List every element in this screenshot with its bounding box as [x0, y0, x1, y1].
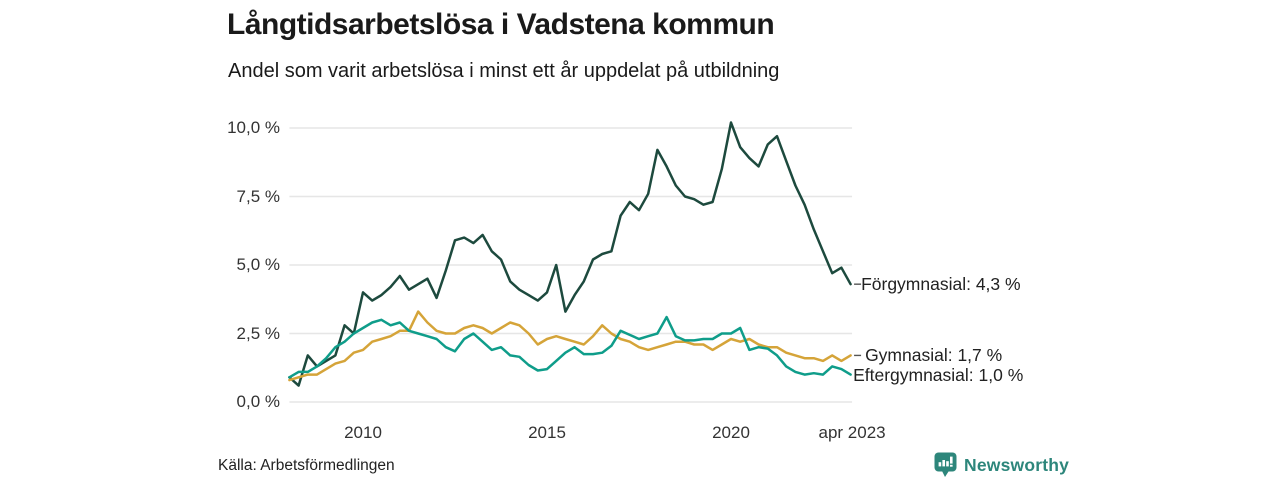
series-label-gymnasial: Gymnasial: 1,7 % [865, 345, 1003, 366]
x-axis-tick-label: 2015 [528, 423, 566, 442]
newsworthy-brand: Newsworthy [934, 452, 1069, 478]
x-axis-tick-label: apr 2023 [818, 423, 886, 442]
series-line-förgymnasial [288, 121, 852, 387]
x-axis-tick-label: 2020 [712, 423, 750, 442]
y-axis-tick-label: 2,5 % [236, 323, 280, 343]
y-axis-tick-label: 5,0 % [236, 255, 280, 274]
source-note: Källa: Arbetsförmedlingen [218, 457, 395, 474]
series-label-eftergymnasial: Eftergymnasial: 1,0 % [853, 364, 1024, 385]
newsworthy-logo-icon [934, 452, 957, 478]
series-line-eftergymnasial [288, 315, 852, 379]
series-label-förgymnasial: Förgymnasial: 4,3 % [861, 274, 1021, 295]
chart-title: Långtidsarbetslösa i Vadstena kommun [227, 8, 775, 41]
x-axis-tick-label: 2010 [344, 423, 382, 442]
y-axis-tick-label: 7,5 % [236, 186, 280, 206]
y-axis-tick-label: 0,0 % [236, 392, 280, 411]
newsworthy-wordmark: Newsworthy [964, 454, 1070, 475]
chart-subtitle: Andel som varit arbetslösa i minst ett å… [228, 60, 780, 82]
y-axis-tick-label: 10,0 % [227, 118, 280, 137]
series-line-gymnasial [288, 310, 852, 382]
